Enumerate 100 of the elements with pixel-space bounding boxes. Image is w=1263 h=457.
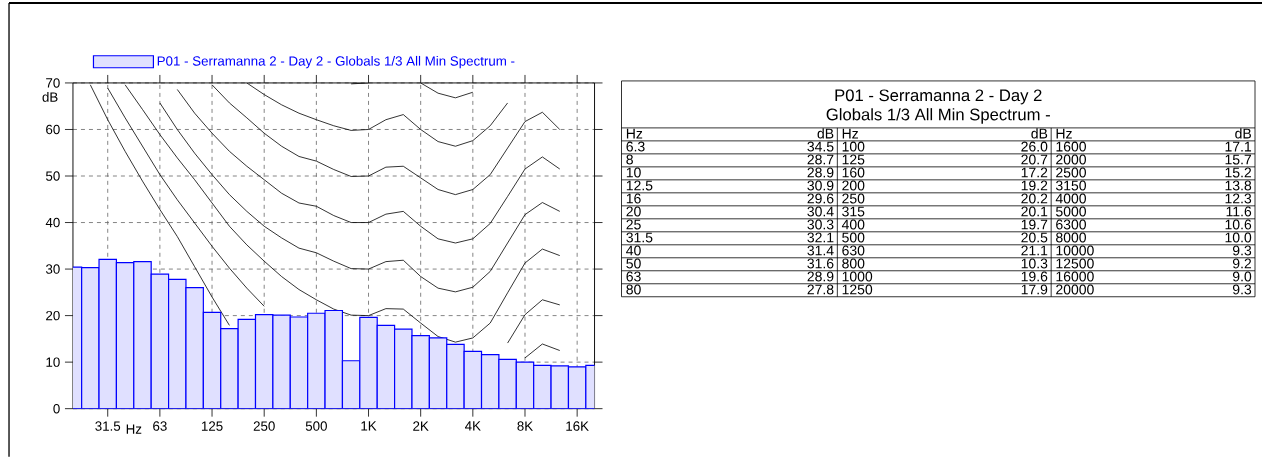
x-tick-label: 16K xyxy=(566,421,589,431)
text: 8000 xyxy=(1056,232,1086,243)
text: 11.6 xyxy=(1226,206,1252,217)
text: 19.6 xyxy=(1021,271,1048,282)
text: 160 xyxy=(842,167,865,178)
text: dB xyxy=(1031,128,1048,139)
text: 31.5 xyxy=(626,232,653,243)
x-tick-label: 31.5 xyxy=(95,421,121,431)
text: 9.2 xyxy=(1232,258,1252,269)
x-tick-label: 125 xyxy=(201,421,223,431)
text: 28.9 xyxy=(807,271,834,282)
text: 2000 xyxy=(1056,154,1086,165)
text: 15.7 xyxy=(1225,154,1252,165)
text: 19.2 xyxy=(1021,180,1048,191)
text: 20.2 xyxy=(1021,193,1048,204)
text: 1600 xyxy=(1056,141,1086,152)
text: 9.0 xyxy=(1232,271,1252,282)
text: 13.8 xyxy=(1225,180,1252,191)
text: 200 xyxy=(842,180,865,191)
text: 10.6 xyxy=(1225,219,1252,230)
text: 40 xyxy=(626,245,641,256)
text: 10.0 xyxy=(1225,232,1252,243)
text: 12500 xyxy=(1056,258,1094,269)
y-tick-label: 30 xyxy=(45,264,60,274)
text: 63 xyxy=(626,271,641,282)
x-tick-label: 1K xyxy=(361,421,377,431)
text: 30.9 xyxy=(807,180,834,191)
text: 29.6 xyxy=(807,193,834,204)
y-tick-label: 0 xyxy=(53,403,60,414)
x-tick-label: 4K xyxy=(465,421,481,431)
text: 27.8 xyxy=(807,284,834,295)
x-axis-title: Hz xyxy=(126,424,142,434)
text: dB xyxy=(1235,128,1251,139)
text: Hz xyxy=(842,128,858,139)
text: 20.7 xyxy=(1021,154,1048,165)
text: 6.3 xyxy=(626,141,645,152)
text: 20.5 xyxy=(1021,232,1048,243)
text: 21.1 xyxy=(1021,245,1048,256)
text: 80 xyxy=(626,284,641,295)
text: Globals 1/3 All Min Spectrum - xyxy=(826,107,1050,124)
y-tick-label: 60 xyxy=(46,124,60,135)
text: Hz xyxy=(1056,128,1072,139)
text: 16000 xyxy=(1056,271,1094,282)
text: 12.3 xyxy=(1225,193,1252,204)
text: 500 xyxy=(842,232,865,243)
text: 28.9 xyxy=(807,167,834,178)
x-tick-label: 250 xyxy=(253,421,275,431)
text: 9.3 xyxy=(1232,284,1252,295)
y-tick-label: 20 xyxy=(46,310,60,321)
text: 250 xyxy=(842,193,865,204)
text: 30.4 xyxy=(807,206,834,217)
text: 1250 xyxy=(842,284,873,295)
text: 25 xyxy=(626,219,641,230)
text: 2500 xyxy=(1056,167,1086,178)
text: 400 xyxy=(841,219,865,230)
text: 50 xyxy=(626,258,641,269)
line-series xyxy=(159,102,561,293)
text: 20.1 xyxy=(1021,206,1048,217)
text: 31.4 xyxy=(807,245,834,256)
text: 31.6 xyxy=(807,258,834,269)
text: 800 xyxy=(842,258,865,269)
text: 6300 xyxy=(1056,219,1086,230)
text: 630 xyxy=(842,245,865,256)
text: 17.2 xyxy=(1021,167,1048,178)
text: 3150 xyxy=(1055,180,1086,191)
text: 10.3 xyxy=(1021,258,1048,269)
legend-label: P01 - Serramanna 2 - Day 2 - Globals 1/3 All Min Spectrum - xyxy=(157,55,515,69)
text: P01 - Serramanna 2 - Day 2 xyxy=(835,89,1042,105)
text: 125 xyxy=(842,154,865,165)
text: 19.7 xyxy=(1021,219,1048,230)
text: 34.5 xyxy=(807,141,834,152)
text: 9.3 xyxy=(1232,245,1252,256)
text: 315 xyxy=(842,206,865,217)
y-tick-label: 10 xyxy=(46,357,60,367)
text: 8 xyxy=(626,154,633,165)
x-tick-label: 63 xyxy=(153,421,167,431)
y-tick-label: 40 xyxy=(45,217,60,228)
text: 100 xyxy=(842,141,865,152)
y-tick-label: 50 xyxy=(45,171,60,181)
text: 12.5 xyxy=(626,180,653,191)
text: 26.0 xyxy=(1021,141,1048,152)
text: 15.2 xyxy=(1225,167,1252,178)
text: 10 xyxy=(626,167,641,178)
text: 4000 xyxy=(1055,193,1086,204)
text: dB xyxy=(817,128,834,139)
y-tick-label: 70 xyxy=(46,78,60,88)
text: Hz xyxy=(626,128,643,139)
text: 17.1 xyxy=(1225,141,1252,152)
x-tick-label: 2K xyxy=(413,421,429,431)
text: 30.3 xyxy=(807,219,834,230)
text: 5000 xyxy=(1056,206,1086,217)
text: 16 xyxy=(626,193,641,204)
text: 32.1 xyxy=(807,232,834,243)
text: 17.9 xyxy=(1021,284,1048,295)
x-tick-label: 500 xyxy=(305,421,327,431)
x-tick-label: 8K xyxy=(517,421,533,431)
text: 28.7 xyxy=(807,154,834,165)
text: 1000 xyxy=(842,271,873,282)
text: 20000 xyxy=(1056,284,1094,295)
line-series xyxy=(176,88,561,244)
